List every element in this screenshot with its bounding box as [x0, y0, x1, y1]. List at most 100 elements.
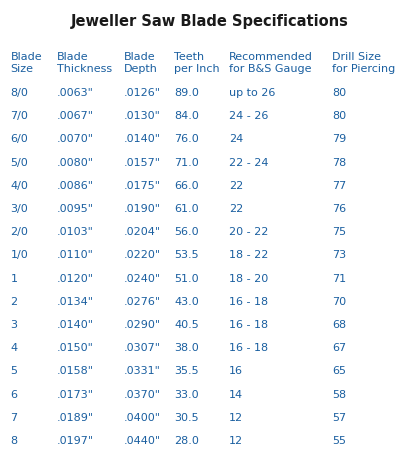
Text: 2: 2	[10, 296, 18, 306]
Text: 56.0: 56.0	[174, 227, 199, 237]
Text: 4: 4	[10, 343, 18, 353]
Text: 1: 1	[10, 273, 18, 283]
Text: 6: 6	[10, 389, 18, 399]
Text: 80: 80	[332, 111, 346, 121]
Text: Depth: Depth	[124, 63, 158, 73]
Text: .0175": .0175"	[124, 180, 161, 190]
Text: up to 26: up to 26	[229, 88, 275, 98]
Text: 40.5: 40.5	[174, 319, 199, 329]
Text: .0134": .0134"	[57, 296, 94, 306]
Text: 3: 3	[10, 319, 18, 329]
Text: 16 - 18: 16 - 18	[229, 343, 268, 353]
Text: .0290": .0290"	[124, 319, 161, 329]
Text: 30.5: 30.5	[174, 412, 199, 422]
Text: .0140": .0140"	[124, 134, 161, 144]
Text: .0370": .0370"	[124, 389, 161, 399]
Text: .0189": .0189"	[57, 412, 94, 422]
Text: 67: 67	[332, 343, 346, 353]
Text: for Piercing: for Piercing	[332, 63, 395, 73]
Text: 6/0: 6/0	[10, 134, 28, 144]
Text: .0150": .0150"	[57, 343, 94, 353]
Text: 22 - 24: 22 - 24	[229, 157, 268, 167]
Text: .0400": .0400"	[124, 412, 161, 422]
Text: 66.0: 66.0	[174, 180, 199, 190]
Text: 24: 24	[229, 134, 243, 144]
Text: 3/0: 3/0	[10, 203, 28, 213]
Text: .0140": .0140"	[57, 319, 94, 329]
Text: 84.0: 84.0	[174, 111, 199, 121]
Text: 55: 55	[332, 435, 346, 445]
Text: 77: 77	[332, 180, 346, 190]
Text: 28.0: 28.0	[174, 435, 199, 445]
Text: .0276": .0276"	[124, 296, 161, 306]
Text: 16 - 18: 16 - 18	[229, 319, 268, 329]
Text: 16: 16	[229, 366, 243, 375]
Text: 22: 22	[229, 203, 243, 213]
Text: Teeth: Teeth	[174, 52, 205, 62]
Text: .0080": .0080"	[57, 157, 94, 167]
Text: 2/0: 2/0	[10, 227, 29, 237]
Text: 79: 79	[332, 134, 346, 144]
Text: 70: 70	[332, 296, 346, 306]
Text: 57: 57	[332, 412, 346, 422]
Text: Recommended: Recommended	[229, 52, 313, 62]
Text: 53.5: 53.5	[174, 250, 199, 260]
Text: Blade: Blade	[57, 52, 88, 62]
Text: 35.5: 35.5	[174, 366, 199, 375]
Text: 33.0: 33.0	[174, 389, 199, 399]
Text: 18 - 22: 18 - 22	[229, 250, 268, 260]
Text: .0173": .0173"	[57, 389, 94, 399]
Text: Blade: Blade	[10, 52, 42, 62]
Text: .0331": .0331"	[124, 366, 161, 375]
Text: .0220": .0220"	[124, 250, 161, 260]
Text: 20 - 22: 20 - 22	[229, 227, 268, 237]
Text: 5: 5	[10, 366, 18, 375]
Text: 38.0: 38.0	[174, 343, 199, 353]
Text: .0110": .0110"	[57, 250, 94, 260]
Text: .0086": .0086"	[57, 180, 94, 190]
Text: .0067": .0067"	[57, 111, 94, 121]
Text: .0158": .0158"	[57, 366, 94, 375]
Text: .0095": .0095"	[57, 203, 94, 213]
Text: for B&S Gauge: for B&S Gauge	[229, 63, 311, 73]
Text: 73: 73	[332, 250, 346, 260]
Text: .0120": .0120"	[57, 273, 94, 283]
Text: 76.0: 76.0	[174, 134, 199, 144]
Text: .0197": .0197"	[57, 435, 94, 445]
Text: .0204": .0204"	[124, 227, 161, 237]
Text: Drill Size: Drill Size	[332, 52, 381, 62]
Text: .0190": .0190"	[124, 203, 161, 213]
Text: 8/0: 8/0	[10, 88, 29, 98]
Text: 7: 7	[10, 412, 18, 422]
Text: 76: 76	[332, 203, 346, 213]
Text: 43.0: 43.0	[174, 296, 199, 306]
Text: 89.0: 89.0	[174, 88, 199, 98]
Text: .0063": .0063"	[57, 88, 94, 98]
Text: Size: Size	[10, 63, 34, 73]
Text: 75: 75	[332, 227, 346, 237]
Text: 51.0: 51.0	[174, 273, 199, 283]
Text: .0130": .0130"	[124, 111, 161, 121]
Text: 68: 68	[332, 319, 346, 329]
Text: per Inch: per Inch	[174, 63, 220, 73]
Text: Thickness: Thickness	[57, 63, 112, 73]
Text: .0103": .0103"	[57, 227, 94, 237]
Text: 18 - 20: 18 - 20	[229, 273, 268, 283]
Text: Jeweller Saw Blade Specifications: Jeweller Saw Blade Specifications	[71, 14, 349, 29]
Text: .0157": .0157"	[124, 157, 161, 167]
Text: 58: 58	[332, 389, 346, 399]
Text: .0240": .0240"	[124, 273, 161, 283]
Text: 61.0: 61.0	[174, 203, 199, 213]
Text: 7/0: 7/0	[10, 111, 29, 121]
Text: Blade: Blade	[124, 52, 155, 62]
Text: .0307": .0307"	[124, 343, 161, 353]
Text: 22: 22	[229, 180, 243, 190]
Text: 5/0: 5/0	[10, 157, 28, 167]
Text: .0126": .0126"	[124, 88, 161, 98]
Text: 78: 78	[332, 157, 346, 167]
Text: 8: 8	[10, 435, 18, 445]
Text: 1/0: 1/0	[10, 250, 28, 260]
Text: 80: 80	[332, 88, 346, 98]
Text: 4/0: 4/0	[10, 180, 29, 190]
Text: 65: 65	[332, 366, 346, 375]
